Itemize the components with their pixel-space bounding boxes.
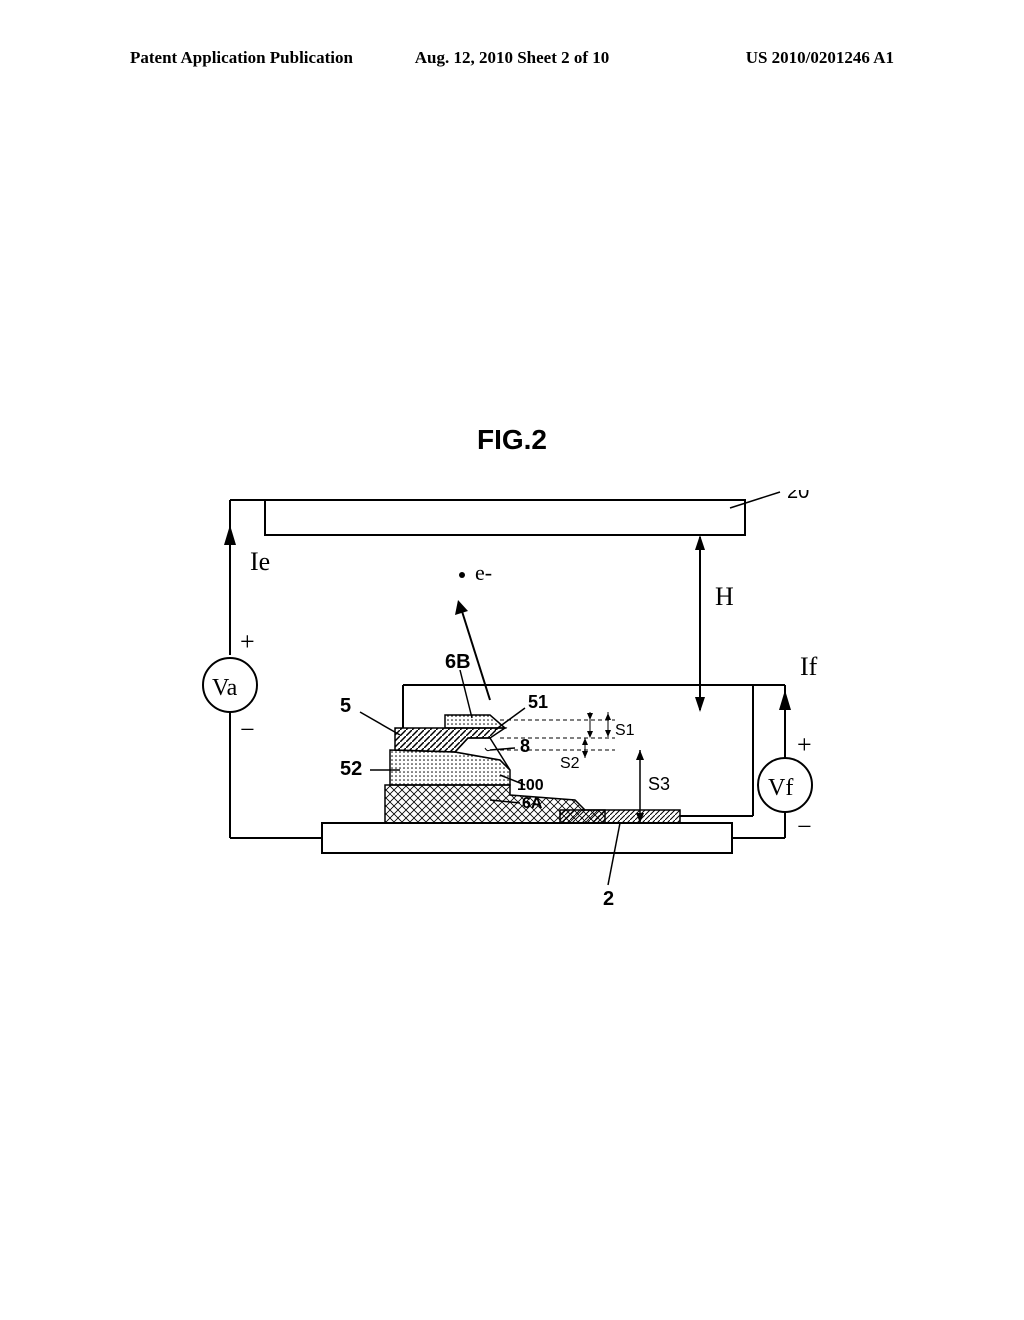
h-arrow-down bbox=[695, 697, 705, 712]
s2-down bbox=[582, 751, 588, 758]
s1-arrow-dn2 bbox=[605, 730, 611, 737]
label-s3: S3 bbox=[648, 774, 670, 794]
label-e: e- bbox=[475, 560, 492, 585]
va-minus: − bbox=[240, 715, 255, 744]
e-dot bbox=[459, 572, 465, 578]
label-h: H bbox=[715, 582, 734, 611]
diagram-svg: 20 bbox=[190, 490, 830, 920]
e-arrow bbox=[455, 600, 468, 615]
vf-plus: + bbox=[797, 730, 812, 759]
leader-6b bbox=[460, 670, 472, 718]
circuit-diagram: 20 bbox=[190, 490, 830, 920]
label-va: Va bbox=[212, 675, 238, 701]
layer-6b bbox=[445, 715, 505, 728]
header-right: US 2010/0201246 A1 bbox=[746, 48, 894, 68]
label-5: 5 bbox=[340, 695, 351, 717]
label-s1: S1 bbox=[615, 722, 635, 739]
if-arrow bbox=[779, 690, 791, 710]
header-left: Patent Application Publication bbox=[130, 48, 353, 68]
label-6a: 6A bbox=[522, 795, 543, 812]
electrode-2 bbox=[560, 810, 680, 823]
h-arrow-up bbox=[695, 535, 705, 550]
label-vf: Vf bbox=[768, 775, 793, 801]
label-8: 8 bbox=[520, 736, 530, 756]
va-plus: + bbox=[240, 627, 255, 656]
label-20: 20 bbox=[787, 490, 809, 503]
label-6b: 6B bbox=[445, 651, 471, 673]
label-100: 100 bbox=[517, 777, 544, 794]
bottom-plate bbox=[322, 823, 732, 853]
top-plate bbox=[265, 500, 745, 535]
s1-arrow-down bbox=[587, 713, 593, 720]
figure-title: FIG.2 bbox=[477, 424, 547, 456]
label-2: 2 bbox=[603, 888, 614, 910]
s1-up-arrow bbox=[587, 731, 593, 738]
header-center: Aug. 12, 2010 Sheet 2 of 10 bbox=[415, 48, 610, 68]
label-51: 51 bbox=[528, 692, 548, 712]
leader-5 bbox=[360, 712, 400, 735]
label-if: If bbox=[800, 652, 818, 681]
label-ie: Ie bbox=[250, 547, 270, 576]
ie-arrow bbox=[224, 525, 236, 545]
label-s2: S2 bbox=[560, 755, 580, 772]
leader-51 bbox=[495, 708, 525, 730]
label-52: 52 bbox=[340, 758, 362, 780]
s3-up bbox=[636, 750, 644, 760]
s1-arrow-up2 bbox=[605, 713, 611, 720]
vf-minus: − bbox=[797, 812, 812, 841]
s2-up bbox=[582, 738, 588, 745]
